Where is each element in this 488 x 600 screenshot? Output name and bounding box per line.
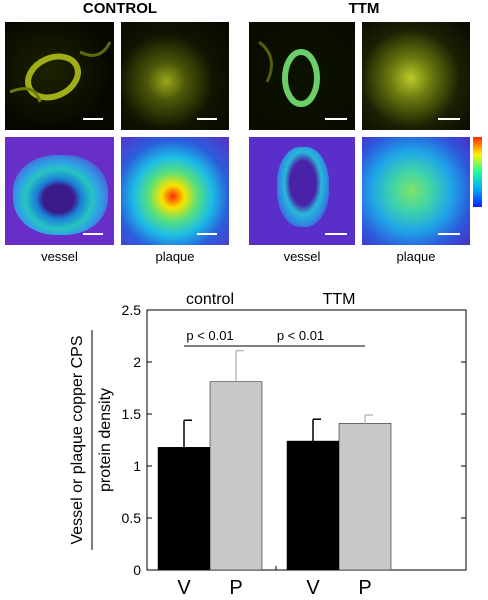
ttm-vessel-fluorescence-image xyxy=(249,22,355,130)
significance-label: p < 0.01 xyxy=(186,328,233,343)
ttm-plaque-heatmap-image xyxy=(362,137,470,245)
y-axis-label-line-1: Vessel or plaque copper CPS xyxy=(69,335,86,544)
scale-bar xyxy=(325,118,347,120)
scale-bar xyxy=(83,233,103,235)
y-tick-label: 1 xyxy=(133,458,141,474)
scale-bar xyxy=(438,233,460,235)
scale-bar xyxy=(438,118,460,120)
color-scale-bar xyxy=(473,137,482,207)
ttm-vessel-ring xyxy=(258,40,320,107)
x-category-label: P xyxy=(358,577,371,599)
bar xyxy=(157,447,211,571)
y-tick-label: 2.5 xyxy=(122,302,142,318)
x-category-label: V xyxy=(177,577,191,599)
scale-bar xyxy=(197,233,217,235)
x-category-label: V xyxy=(306,577,320,599)
y-tick-label: 0 xyxy=(133,562,141,578)
control-vessel-ring xyxy=(9,41,112,103)
ttm-vessel-label: vessel xyxy=(283,249,321,264)
bar xyxy=(338,423,392,571)
control-title: CONTROL xyxy=(82,0,158,17)
control-vessel-label: vessel xyxy=(41,249,78,264)
significance-label: p < 0.01 xyxy=(277,328,324,343)
group-label: TTM xyxy=(323,291,356,308)
ttm-plaque-label: plaque xyxy=(396,249,436,264)
scale-bar xyxy=(325,233,347,235)
control-vessel-fluorescence-image xyxy=(5,22,114,130)
ttm-title: TTM xyxy=(348,0,380,17)
scale-bar xyxy=(83,118,103,120)
ttm-vessel-heatmap-image xyxy=(249,137,355,245)
control-vessel-heatmap-image xyxy=(5,137,114,245)
scale-bar xyxy=(197,118,217,120)
control-plaque-heatmap-image xyxy=(121,137,229,245)
y-axis-label-line-2: protein density xyxy=(97,388,114,492)
y-tick-label: 0.5 xyxy=(122,510,142,526)
y-tick-label: 2 xyxy=(133,354,141,370)
y-tick-label: 1.5 xyxy=(122,406,142,422)
control-plaque-label: plaque xyxy=(155,249,195,264)
bar xyxy=(209,381,263,571)
x-category-label: P xyxy=(229,577,242,599)
control-plaque-fluorescence-image xyxy=(121,22,229,130)
ttm-plaque-fluorescence-image xyxy=(362,22,470,130)
bar xyxy=(286,440,340,571)
group-label: control xyxy=(186,291,234,308)
